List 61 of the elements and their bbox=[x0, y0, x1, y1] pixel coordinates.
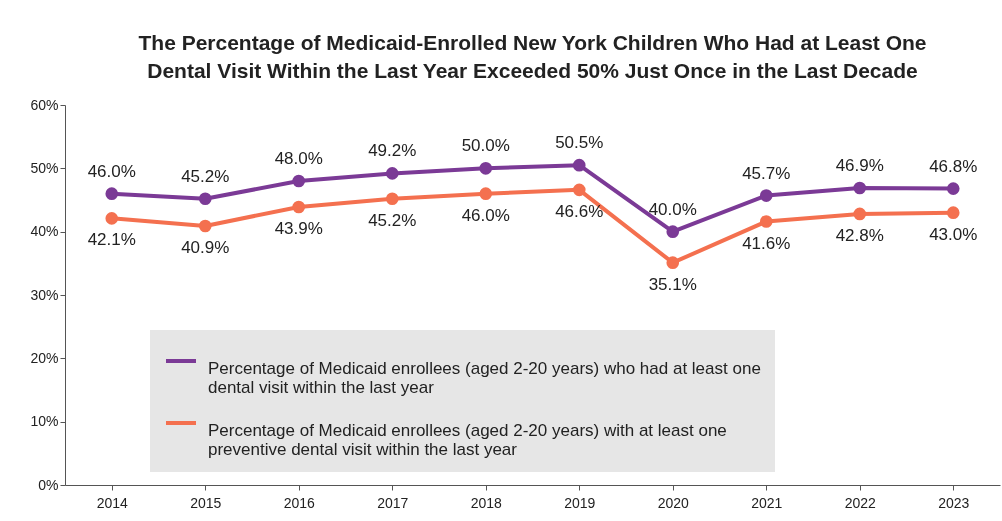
y-tick-label: 40% bbox=[30, 223, 59, 240]
point bbox=[759, 215, 773, 228]
point bbox=[198, 192, 212, 206]
data-label: 46.0% bbox=[461, 205, 510, 225]
point bbox=[479, 162, 493, 175]
x-tick-label: 2018 bbox=[470, 494, 503, 511]
data-label: 40.0% bbox=[648, 199, 697, 219]
point bbox=[572, 158, 586, 172]
point bbox=[105, 187, 119, 200]
point bbox=[666, 256, 680, 270]
point bbox=[385, 192, 399, 206]
data-label: 40.9% bbox=[181, 237, 230, 257]
data-label: 45.2% bbox=[181, 166, 230, 186]
point bbox=[946, 206, 960, 219]
point bbox=[479, 187, 493, 200]
legend-label: Percentage of Medicaid enrollees (aged 2-20 years) with at least one preventive dental visit within the last year bbox=[208, 421, 727, 459]
data-label: 45.2% bbox=[368, 210, 417, 230]
data-label: 48.0% bbox=[274, 149, 323, 168]
data-label: 42.8% bbox=[835, 225, 884, 245]
data-label: 50.5% bbox=[555, 133, 604, 153]
x-tick-label: 2021 bbox=[751, 494, 783, 511]
data-label: 46.0% bbox=[87, 161, 136, 181]
y-tick-label: 20% bbox=[30, 349, 59, 366]
x-tick-label: 2016 bbox=[283, 494, 316, 511]
x-tick-label: 2019 bbox=[564, 494, 596, 511]
point bbox=[572, 183, 586, 197]
text: The Percentage of Medicaid-Enrolled New York Children Who Had at Least One bbox=[138, 31, 927, 54]
data-label: 46.9% bbox=[835, 155, 884, 175]
point bbox=[853, 207, 867, 221]
data-label: 43.0% bbox=[929, 224, 978, 244]
point bbox=[853, 181, 867, 195]
point bbox=[385, 167, 399, 180]
x-tick-label: 2022 bbox=[844, 494, 877, 511]
data-label: 46.6% bbox=[555, 201, 604, 221]
y-tick-label: 0% bbox=[38, 476, 59, 493]
data-label: 50.0% bbox=[461, 136, 510, 156]
point bbox=[105, 212, 119, 225]
x-tick-label: 2014 bbox=[96, 494, 129, 511]
legend-label: Percentage of Medicaid enrollees (aged 2-20 years) who had at least one dental visit within the last year bbox=[208, 359, 761, 397]
data-label: 41.6% bbox=[742, 233, 791, 253]
point bbox=[946, 182, 960, 195]
point bbox=[198, 219, 212, 233]
text: Dental Visit Within the Last Year Exceeded 50% Just Once in the Last Decade bbox=[147, 59, 918, 82]
point bbox=[666, 225, 680, 238]
x-tick-label: 2023 bbox=[938, 494, 970, 511]
data-label: 42.1% bbox=[87, 230, 136, 250]
data-label: 35.1% bbox=[648, 274, 697, 294]
point bbox=[292, 200, 306, 214]
x-tick-label: 2015 bbox=[190, 494, 222, 511]
point bbox=[759, 189, 773, 202]
data-label: 46.8% bbox=[929, 156, 978, 176]
data-label: 45.7% bbox=[742, 163, 791, 183]
y-tick-label: 60% bbox=[30, 96, 59, 113]
x-tick-label: 2020 bbox=[657, 494, 690, 511]
y-tick-label: 50% bbox=[30, 159, 59, 176]
point bbox=[292, 174, 306, 188]
y-tick-label: 30% bbox=[30, 286, 59, 303]
x-tick-label: 2017 bbox=[377, 494, 409, 511]
data-label: 43.9% bbox=[274, 218, 323, 238]
y-tick-label: 10% bbox=[30, 413, 59, 430]
data-label: 49.2% bbox=[368, 141, 417, 161]
